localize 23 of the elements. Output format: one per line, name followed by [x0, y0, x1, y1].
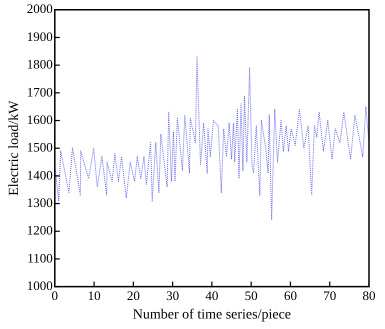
- y-tick-label: 1500: [26, 140, 53, 155]
- y-tick-label: 1000: [26, 278, 53, 294]
- x-tick-label: 60: [284, 288, 297, 303]
- x-tick-label: 70: [323, 288, 336, 303]
- y-tick-label: 1600: [26, 112, 53, 127]
- x-tick-label: 50: [244, 288, 258, 303]
- y-tick-label: 1700: [26, 84, 53, 100]
- line-series: [54, 56, 369, 221]
- x-tick-label: 10: [88, 288, 101, 303]
- x-tick-label: 30: [166, 288, 180, 303]
- y-tick-label: 1800: [26, 56, 53, 72]
- x-tick-label: 20: [126, 288, 140, 303]
- x-tick-label: 40: [205, 288, 218, 303]
- y-axis-title: Electric load/kW: [7, 100, 22, 196]
- x-tick-label: 80: [362, 288, 376, 303]
- y-tick-label: 1400: [26, 167, 53, 182]
- y-tick-label: 1300: [26, 194, 53, 210]
- x-axis-title: Number of time series/piece: [132, 307, 292, 322]
- x-tick-label: 0: [52, 288, 58, 303]
- y-tick-label: 1200: [26, 222, 53, 238]
- y-tick-label: 1100: [27, 250, 53, 266]
- y-tick-label: 1900: [26, 28, 53, 44]
- y-tick-label: 2000: [26, 1, 53, 16]
